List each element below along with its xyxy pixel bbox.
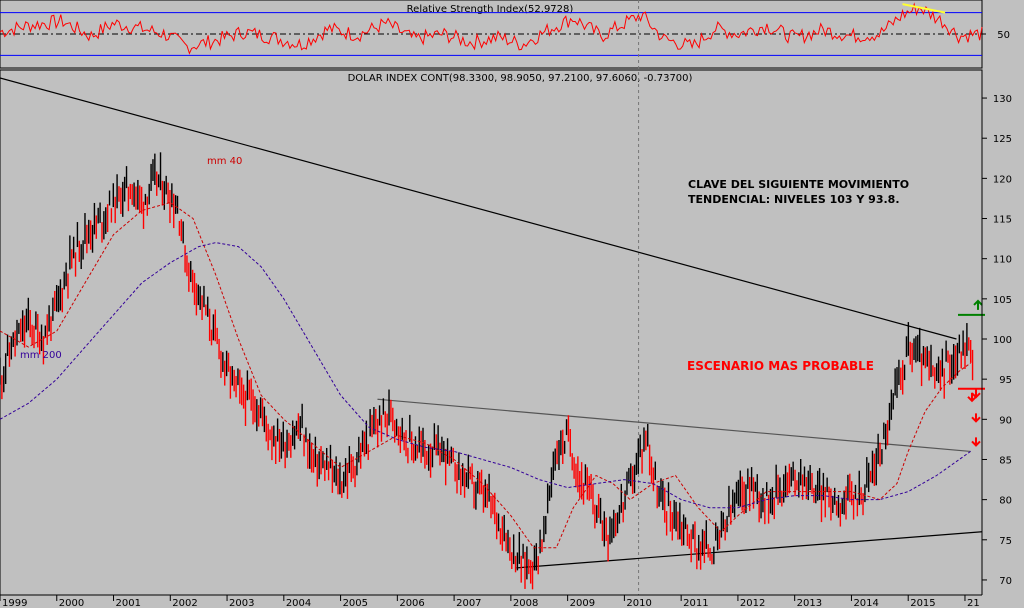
xtick-label: 2015 — [910, 598, 935, 608]
price-panel: DOLAR INDEX CONT(98.3300, 98.9050, 97.21… — [0, 0, 1012, 596]
price-ytick-label: 130 — [993, 94, 1012, 105]
rsi-series — [0, 2, 983, 55]
down-arrow — [971, 437, 981, 447]
price-y-axis: 70 75 80 85 90 95 100 105 110 115 120 125 130 — [981, 70, 1012, 595]
price-ytick-label: 100 — [993, 335, 1012, 346]
price-series — [0, 152, 974, 590]
trendlines — [0, 77, 983, 569]
trendline-soporte — [516, 531, 983, 569]
price-ytick-label: 105 — [993, 295, 1012, 306]
xtick-label: 21 — [967, 598, 980, 608]
xtick-label: 2001 — [116, 598, 141, 608]
xtick-label: 2009 — [570, 598, 595, 608]
trendline-hch-neckline — [377, 398, 971, 453]
price-ytick-label: 115 — [993, 215, 1012, 226]
xtick-label: 2007 — [456, 598, 481, 608]
x-axis: 1999 2000 2001 2002 2003 2004 2005 2006 2007 2008… — [0, 594, 1024, 608]
price-ytick-label: 125 — [993, 134, 1012, 145]
clave-text-line1: CLAVE DEL SIGUIENTE MOVIMIENTO — [688, 178, 909, 191]
clave-text-line2: TENDENCIAL: NIVELES 103 Y 93.8. — [688, 193, 900, 206]
xtick-label: 2006 — [399, 598, 424, 608]
down-arrow — [971, 413, 981, 423]
label-mm40: mm 40 — [207, 156, 242, 167]
price-ytick-label: 95 — [999, 375, 1012, 386]
rsi-panel: Relative Strength Index(52.9728) 50 — [0, 0, 1010, 69]
xtick-label: 2010 — [626, 598, 651, 608]
rsi-reference-lines — [0, 12, 982, 56]
xtick-label: 2011 — [683, 598, 708, 608]
down-arrow — [971, 389, 981, 399]
trendline-resistencia — [0, 77, 957, 340]
xtick-label: 2012 — [740, 598, 765, 608]
xtick-label: 1999 — [2, 598, 27, 608]
level-markers — [958, 299, 985, 447]
x-axis-background — [0, 595, 1024, 608]
rsi-title: Relative Strength Index(52.9728) — [407, 4, 574, 15]
xtick-label: 2003 — [229, 598, 254, 608]
price-ytick-label: 85 — [999, 455, 1012, 466]
rsi-trendline — [902, 3, 946, 14]
price-ytick-label: 90 — [999, 415, 1012, 426]
price-ytick-label: 80 — [999, 496, 1012, 507]
xtick-label: 2014 — [853, 598, 878, 608]
xtick-label: 2002 — [172, 598, 197, 608]
xtick-label: 2005 — [343, 598, 368, 608]
ma40-line — [0, 201, 971, 549]
rsi-ytick-label: 50 — [997, 30, 1010, 41]
rsi-y-axis: 50 — [982, 30, 1010, 41]
xtick-label: 2013 — [797, 598, 822, 608]
label-mm200: mm 200 — [20, 350, 62, 361]
escenario-text: ESCENARIO MAS PROBABLE — [687, 359, 874, 373]
price-ytick-label: 70 — [999, 576, 1012, 587]
price-ytick-label: 110 — [993, 255, 1012, 266]
price-title: DOLAR INDEX CONT(98.3300, 98.9050, 97.21… — [348, 73, 693, 84]
price-ytick-label: 120 — [993, 174, 1012, 185]
rsi-line — [0, 2, 983, 55]
ma200-line — [0, 242, 971, 509]
xtick-label: 2008 — [513, 598, 538, 608]
level-arrow-up — [973, 299, 983, 310]
xtick-label: 2004 — [286, 598, 311, 608]
annotations: mm 40 mm 200 CLAVE DEL SIGUIENTE MOVIMIE… — [20, 156, 909, 373]
xtick-label: 2000 — [59, 598, 84, 608]
price-ytick-label: 75 — [999, 536, 1012, 547]
